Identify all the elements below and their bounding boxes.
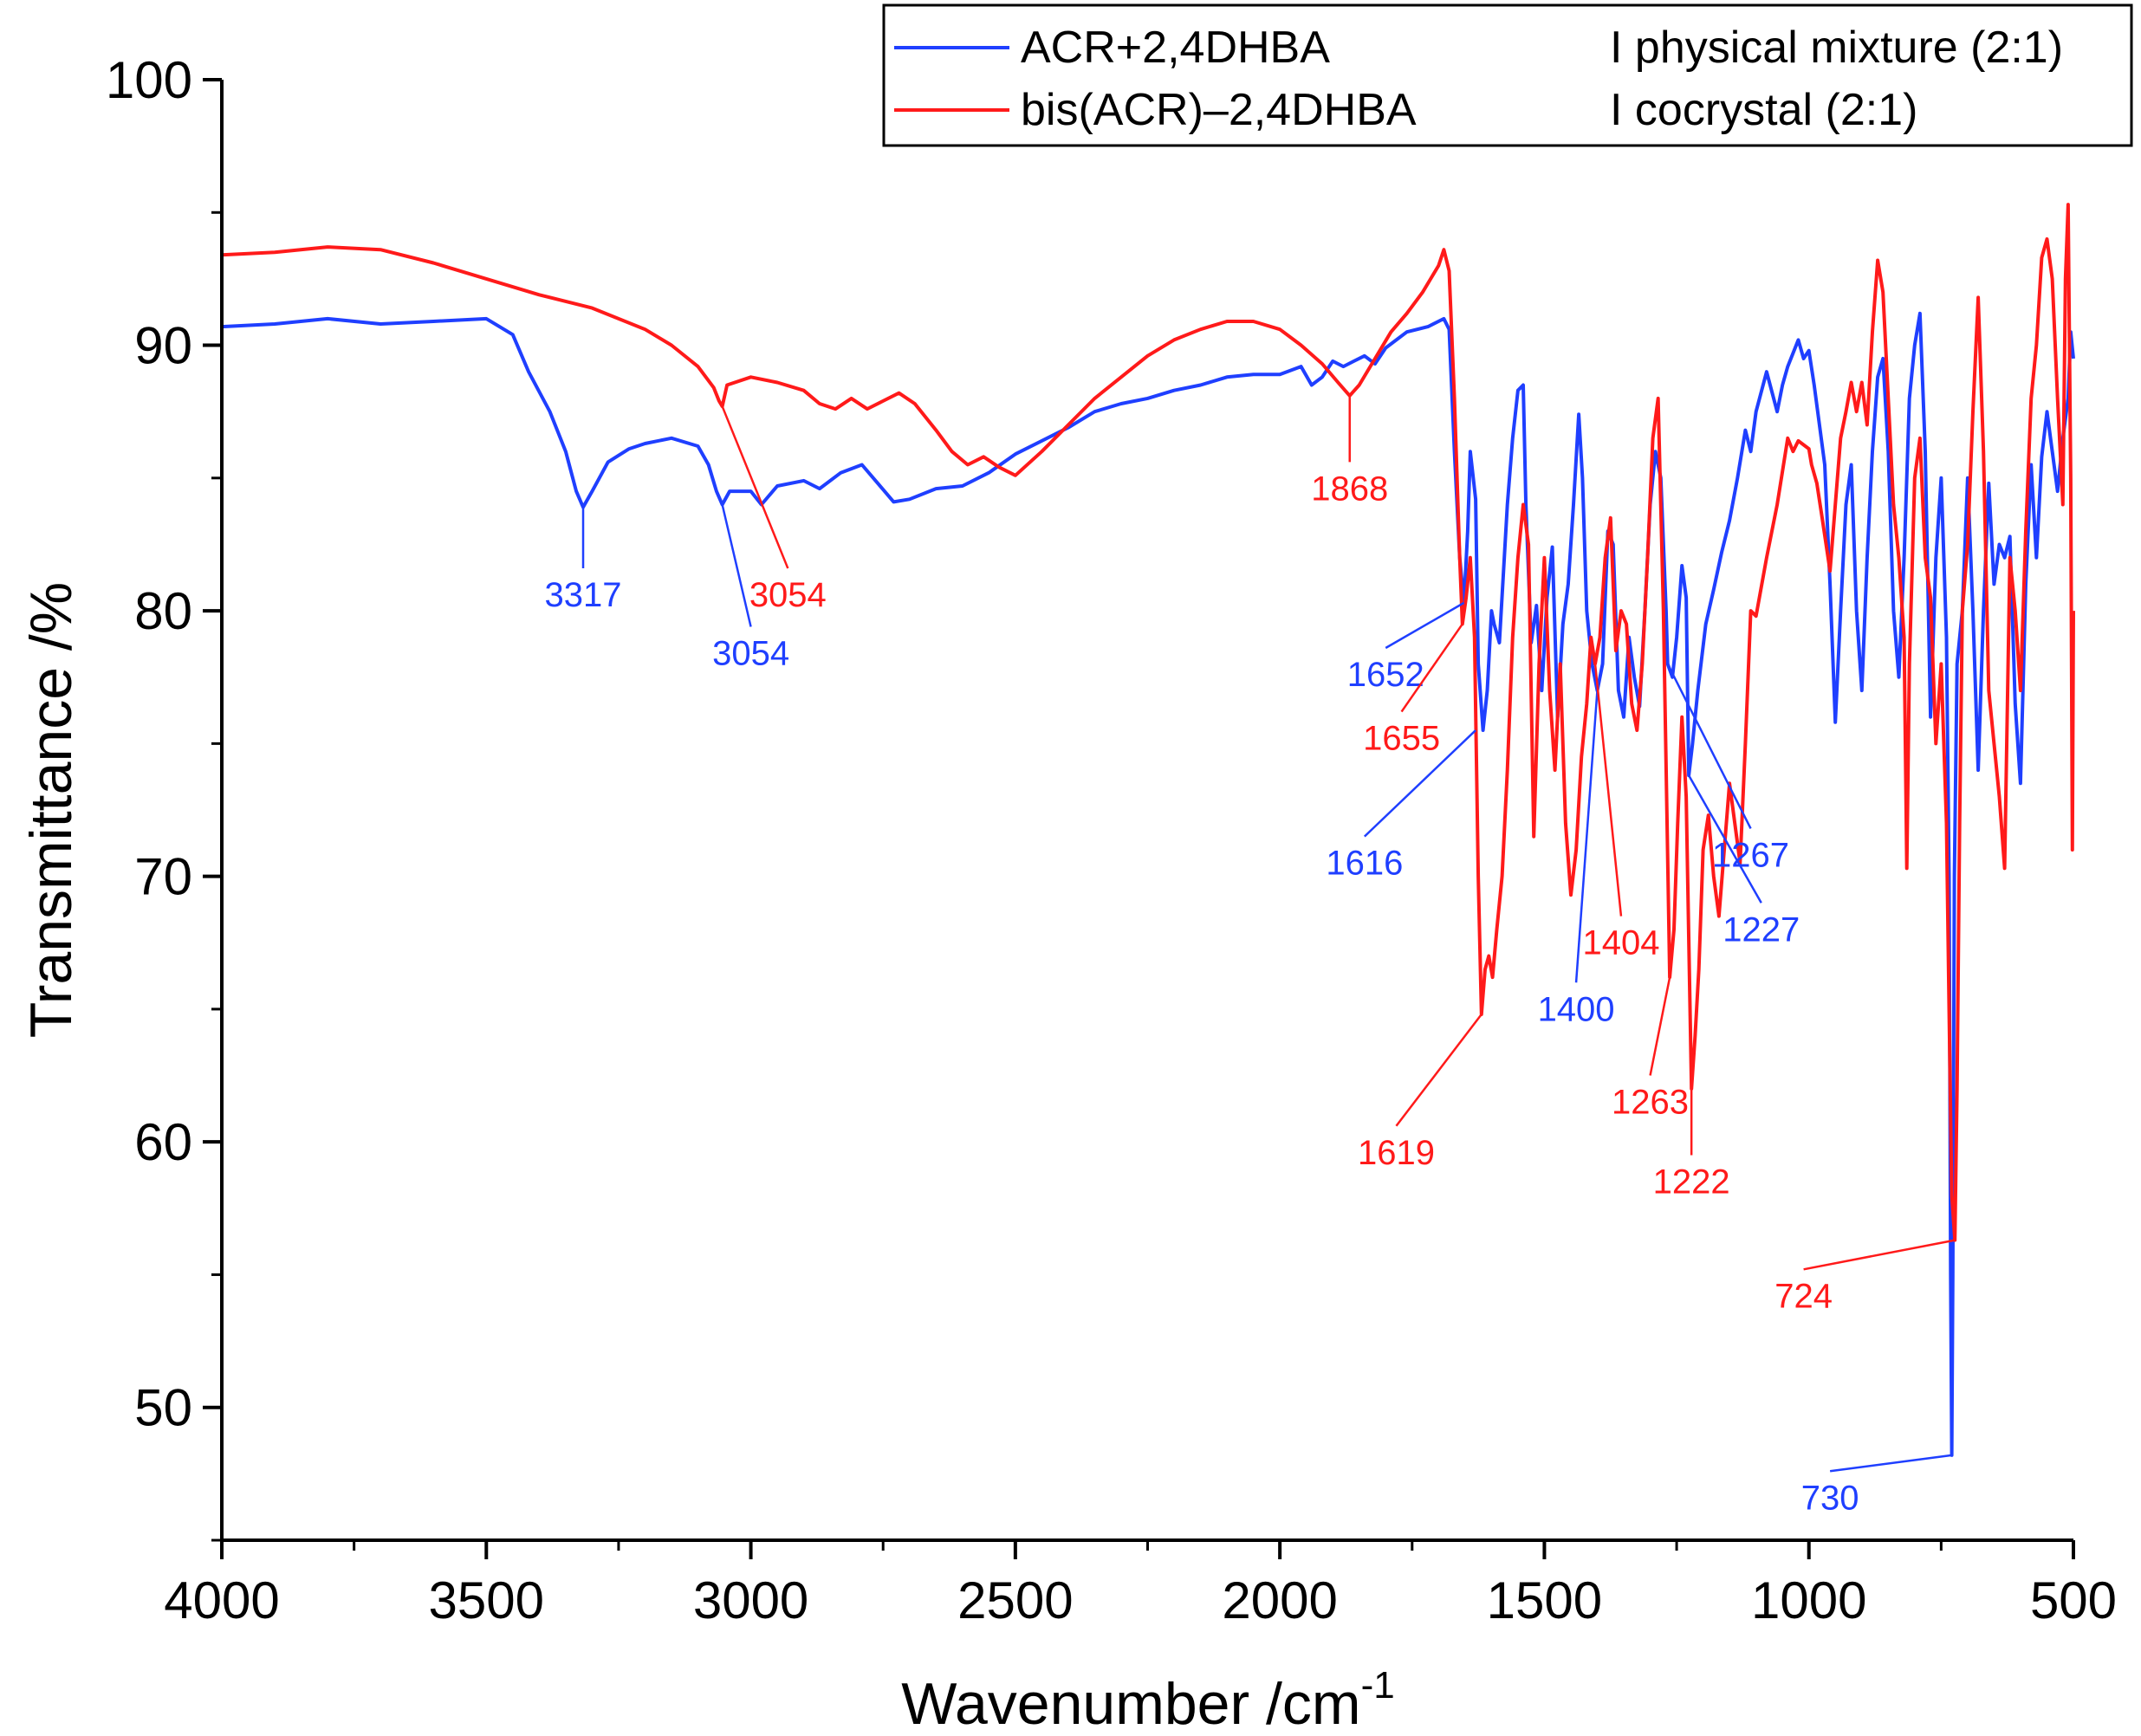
x-tick-label: 2500: [957, 1571, 1073, 1629]
x-tick-label: 3000: [693, 1571, 808, 1629]
peak-label: 1404: [1582, 924, 1659, 962]
peak-label: 730: [1801, 1479, 1859, 1517]
peak-label: 1222: [1653, 1163, 1730, 1202]
peak-leader-line: [721, 405, 789, 569]
legend-label-physical-mixture: ACR+2,4DHBA: [1021, 23, 1330, 73]
series-layer: [221, 203, 2075, 1457]
x-tick-label: 500: [2030, 1571, 2117, 1629]
y-ticks: 50 60 70 80 90 100: [106, 51, 222, 1542]
annotation-layer: 3317 3054 3054 1868 1652 1655 1616 1619 1400 1404…: [545, 395, 1956, 1517]
y-tick-label: 90: [134, 317, 192, 375]
peak-leader-line: [721, 504, 752, 627]
peak-leader-line: [1363, 729, 1476, 838]
x-axis-label-superscript: -1: [1361, 1664, 1395, 1707]
peak-label: 1619: [1358, 1134, 1435, 1172]
peak-label: 3054: [749, 576, 827, 614]
peak-leader-line: [1649, 976, 1671, 1076]
peak-label: 1400: [1538, 990, 1615, 1028]
y-axis-label: Transmittance /%: [18, 582, 84, 1039]
x-tick-label: 2000: [1222, 1571, 1337, 1629]
peak-label: 3317: [545, 576, 622, 614]
peak-leader-line: [1666, 663, 1752, 830]
peak-leader-line: [1593, 664, 1623, 917]
legend-box: [882, 3, 2133, 147]
series-line-cocrystal: [221, 203, 2075, 1242]
y-tick-label: 80: [134, 582, 192, 640]
peak-leader-line: [1829, 1454, 1952, 1473]
legend-desc-cocrystal: I cocrystal (2:1): [1610, 85, 1917, 135]
series-line-physical-mixture: [221, 311, 2075, 1457]
x-tick-label: 1500: [1487, 1571, 1602, 1629]
peak-label: 1263: [1612, 1084, 1689, 1122]
y-tick-label: 50: [134, 1379, 192, 1437]
legend-label-cocrystal: bis(ACR)–2,4DHBA: [1021, 85, 1417, 135]
peak-label: 1655: [1363, 720, 1440, 758]
peak-label: 1227: [1723, 910, 1800, 949]
peak-label: 1652: [1347, 656, 1424, 694]
x-tick-label: 1000: [1751, 1571, 1866, 1629]
peak-label: 1616: [1326, 845, 1403, 883]
x-ticks: 4000 3500 3000 2500 2000 1500 1000 500: [164, 1540, 2117, 1629]
x-axis-label-main: Wavenumber /cm: [901, 1671, 1360, 1736]
peak-leader-line: [1400, 623, 1463, 713]
peak-leader-line: [1395, 1014, 1482, 1127]
peak-leader-line: [1688, 774, 1762, 904]
peak-leader-line: [1385, 601, 1465, 650]
peak-label: 3054: [712, 634, 789, 672]
peak-leader-line: [1803, 1239, 1956, 1271]
peak-label: 724: [1774, 1277, 1833, 1315]
x-tick-label: 3500: [429, 1571, 544, 1629]
legend-desc-physical-mixture: I physical mixture (2:1): [1610, 23, 2063, 73]
y-tick-label: 60: [134, 1113, 192, 1171]
legend: ACR+2,4DHBA I physical mixture (2:1) bis…: [882, 3, 2133, 147]
peak-label: 1267: [1712, 836, 1789, 874]
y-tick-label: 70: [134, 848, 192, 906]
y-tick-label: 100: [106, 51, 192, 109]
x-tick-label: 4000: [164, 1571, 279, 1629]
peak-leader-line: [1574, 690, 1599, 983]
x-axis-label: Wavenumber /cm-1: [901, 1664, 1394, 1736]
peak-label: 1868: [1311, 470, 1388, 508]
